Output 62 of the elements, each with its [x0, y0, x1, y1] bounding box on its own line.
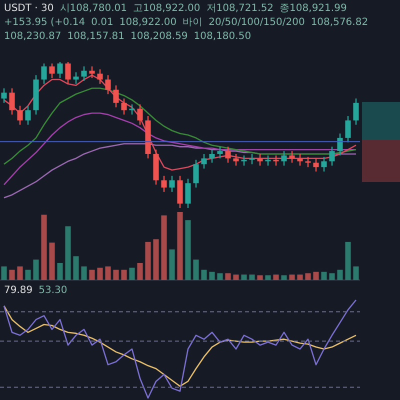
bar — [97, 268, 103, 280]
text: 저108,721.52 — [206, 2, 274, 15]
bar — [241, 274, 247, 280]
text: 20/50/100/150/200 — [208, 16, 305, 29]
bar — [209, 272, 215, 280]
bar — [305, 273, 311, 280]
bar — [49, 242, 55, 280]
chart-title: USDT · 30 — [4, 2, 54, 15]
bar — [297, 274, 303, 280]
bar — [337, 270, 343, 280]
bar — [233, 274, 239, 280]
text: 108,230.87 — [4, 30, 62, 43]
bar — [17, 266, 23, 280]
text: 종108,921.99 — [280, 2, 347, 15]
bar — [25, 270, 31, 280]
bar — [353, 266, 359, 280]
text: 108,208.59 — [130, 30, 188, 43]
text: 79.89 — [4, 284, 33, 297]
bar — [41, 214, 47, 280]
bar — [177, 212, 183, 280]
bar — [329, 273, 335, 280]
bar — [201, 270, 207, 280]
text: 바이 — [182, 16, 203, 29]
bar — [113, 270, 119, 280]
text: 108,180.50 — [194, 30, 252, 43]
bar — [9, 270, 15, 280]
bar — [345, 242, 351, 280]
text: +153.95 (+0.14 — [4, 16, 86, 29]
bar — [273, 274, 279, 280]
text: 108,157.81 — [67, 30, 125, 43]
bar — [1, 266, 7, 280]
bar — [129, 268, 135, 280]
bar — [169, 249, 175, 280]
text: 고108,922.00 — [133, 2, 200, 15]
text: 53.30 — [38, 284, 68, 297]
bar — [249, 274, 255, 280]
bar — [65, 226, 71, 280]
text: 0.01 — [91, 16, 114, 29]
bar — [121, 270, 127, 280]
bar — [289, 274, 295, 280]
text: 108,576.82 — [310, 16, 368, 29]
bar — [81, 266, 87, 280]
bar — [217, 273, 223, 280]
bar — [193, 260, 199, 280]
bar — [161, 215, 167, 280]
bar — [137, 263, 143, 280]
bar — [105, 266, 111, 280]
text: 시108,780.01 — [60, 2, 128, 15]
bar — [225, 273, 231, 280]
bar — [313, 272, 319, 280]
bar — [73, 256, 79, 280]
bar — [89, 270, 95, 280]
bar — [265, 275, 271, 280]
bar — [257, 275, 263, 280]
bar — [145, 242, 151, 280]
text: 108,922.00 — [119, 16, 177, 29]
bar — [281, 275, 287, 280]
bar — [57, 263, 63, 280]
bar — [185, 220, 191, 280]
bar — [321, 272, 327, 280]
bar — [153, 239, 159, 280]
bar — [33, 260, 39, 280]
